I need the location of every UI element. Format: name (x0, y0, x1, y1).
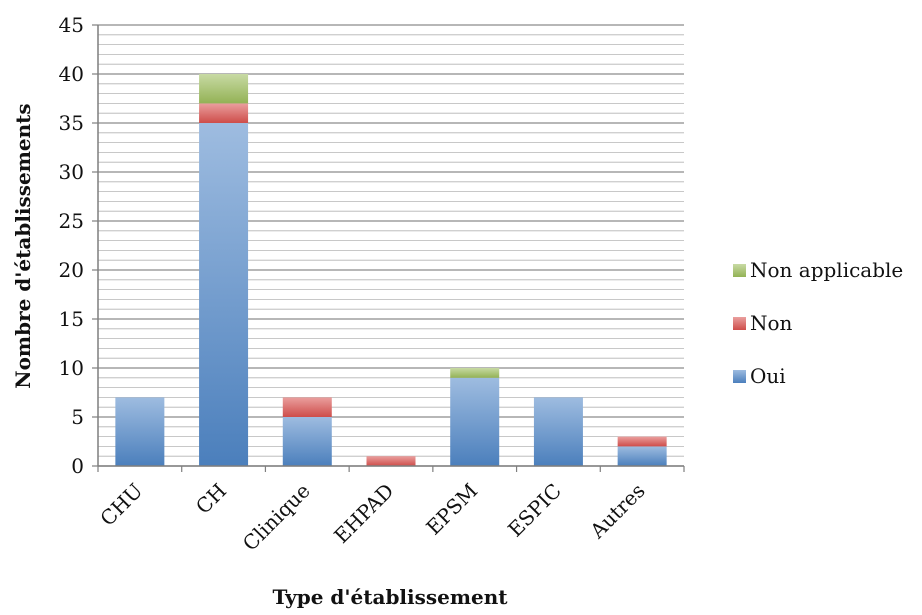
bar-ch-non (199, 103, 249, 123)
x-tick-label: Clinique (238, 479, 315, 556)
x-tick-label: EPSM (421, 479, 482, 540)
x-tick-label: Autres (585, 479, 650, 544)
y-tick-label: 10 (59, 356, 84, 380)
legend-label: Oui (750, 364, 786, 388)
y-axis-title: Nombre d'établissements (11, 103, 35, 388)
legend: Non applicable Non Oui (733, 258, 903, 388)
legend-label: Non applicable (750, 258, 903, 282)
legend-swatch (733, 370, 746, 383)
bar-ch-non-applicable (199, 74, 249, 104)
x-tick-label: EHPAD (329, 479, 398, 548)
legend-swatch (733, 264, 746, 277)
y-tick-label: 40 (59, 62, 84, 86)
bar-epsm-non-applicable (450, 368, 500, 378)
bar-ehpad-non (366, 456, 416, 466)
x-axis-title: Type d'établissement (272, 585, 508, 609)
bar-chu-oui (115, 397, 165, 466)
x-tick-label: ESPIC (503, 479, 566, 542)
gridlines (98, 24, 684, 467)
bar-ch-oui (199, 123, 249, 466)
x-tick-label: CHU (95, 479, 147, 531)
bar-espic-oui (533, 397, 583, 466)
y-tick-label: 35 (59, 111, 84, 135)
bar-autres-non (617, 436, 667, 447)
y-tick-label: 0 (71, 454, 84, 478)
x-tick-labels: CHU CH Clinique EHPAD EPSM ESPIC Autres (95, 479, 649, 556)
legend-swatch (733, 317, 746, 330)
legend-label: Non (750, 311, 793, 335)
y-tick-label: 20 (59, 258, 84, 282)
y-tick-label: 25 (59, 209, 84, 233)
y-tick-label: 45 (59, 13, 84, 37)
bar-clinique-non (282, 397, 332, 417)
y-tick-label: 5 (71, 405, 84, 429)
y-tick-label: 15 (59, 307, 84, 331)
x-tick-label: CH (191, 479, 231, 519)
bar-autres-oui (617, 446, 667, 466)
axes (92, 24, 685, 472)
bars (115, 74, 667, 466)
y-tick-labels: 0 5 10 15 20 25 30 35 40 45 (59, 13, 84, 478)
y-tick-label: 30 (59, 160, 84, 184)
bar-clinique-oui (282, 417, 332, 466)
bar-epsm-oui (450, 377, 500, 466)
